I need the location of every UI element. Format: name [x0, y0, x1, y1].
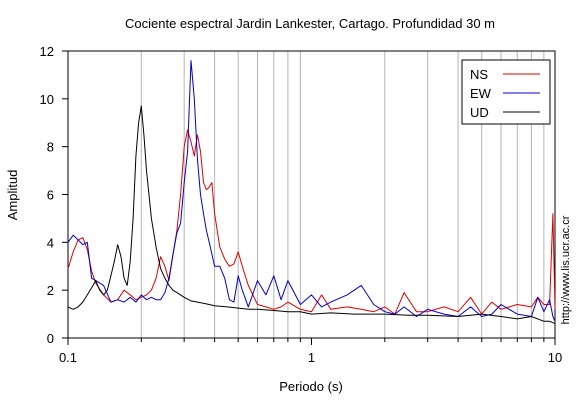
legend: NS EW UD	[461, 59, 551, 125]
y-tick-label: 6	[47, 188, 54, 203]
y-tick-label: 12	[40, 44, 54, 59]
chart-title: Cociente espectral Jardin Lankester, Car…	[125, 16, 495, 31]
y-tick-label: 4	[47, 235, 54, 250]
legend-box	[461, 59, 551, 125]
x-tick-label: 1	[308, 350, 315, 365]
y-tick-label: 8	[47, 140, 54, 155]
series-line-ew	[67, 60, 556, 322]
series-lines	[67, 60, 556, 325]
series-line-ns	[67, 129, 556, 315]
x-tick-label: 10	[548, 350, 562, 365]
y-tick-label: 2	[47, 283, 54, 298]
series-line-ud	[67, 105, 556, 325]
tick-labels: 0.1 1 10 0 2 4 6 8 10 12	[40, 44, 563, 365]
y-axis-label: Amplitud	[5, 170, 20, 221]
y-tick-label: 10	[40, 92, 54, 107]
side-url-text: http://www.lis.ucr.ac.cr	[560, 215, 572, 324]
legend-label-ew: EW	[470, 86, 492, 101]
x-tick-label: 0.1	[59, 350, 77, 365]
x-axis-label: Periodo (s)	[279, 379, 343, 394]
legend-label-ns: NS	[470, 67, 488, 82]
y-tick-label: 0	[47, 331, 54, 346]
plot-frame	[67, 50, 556, 339]
legend-label-ud: UD	[470, 105, 489, 120]
axis-ticks	[62, 50, 556, 345]
